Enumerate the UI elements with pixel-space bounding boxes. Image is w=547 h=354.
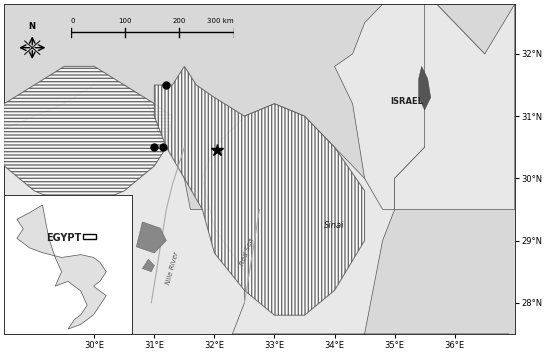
Polygon shape (142, 259, 154, 272)
Polygon shape (418, 67, 430, 110)
Text: Sinai: Sinai (324, 221, 345, 230)
Text: Red Sea: Red Sea (240, 237, 255, 267)
Polygon shape (0, 67, 172, 203)
Polygon shape (394, 0, 515, 210)
Text: ISRAEL: ISRAEL (390, 97, 423, 106)
Polygon shape (154, 67, 365, 315)
Polygon shape (0, 85, 509, 354)
Polygon shape (136, 222, 166, 253)
Text: EGYPT: EGYPT (46, 233, 82, 242)
Polygon shape (0, 4, 4, 354)
Polygon shape (202, 104, 394, 334)
Text: Nile River: Nile River (165, 251, 179, 285)
Polygon shape (335, 0, 485, 210)
